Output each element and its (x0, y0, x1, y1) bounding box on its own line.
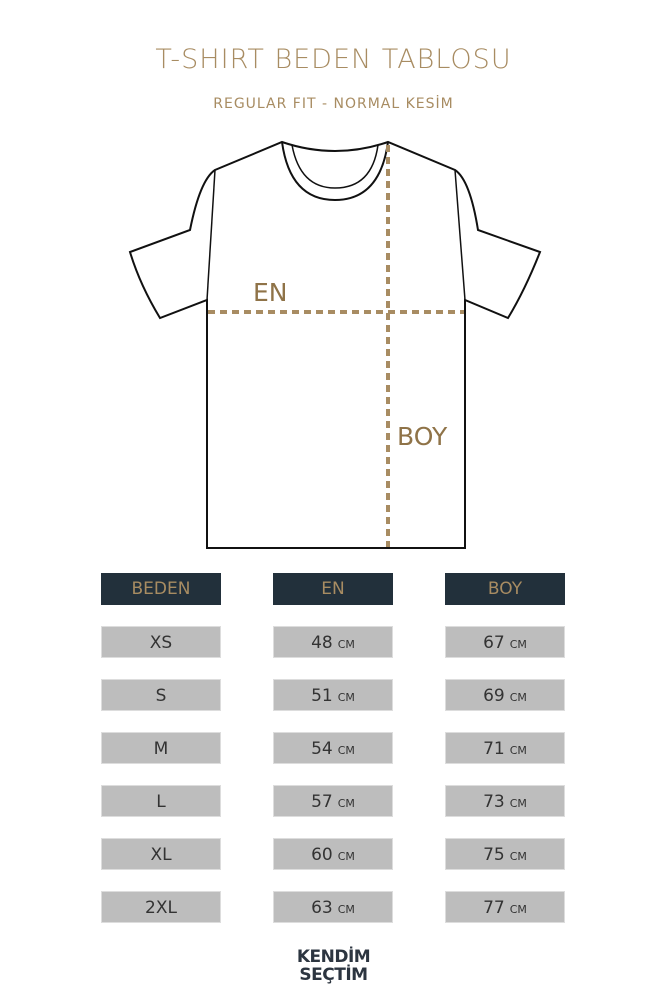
width-cell-value: 48 (311, 633, 333, 653)
length-cell-value: 67 (483, 633, 505, 653)
width-cell: 60 CM (273, 838, 393, 870)
size-cell: S (101, 679, 221, 711)
tshirt-outline (128, 140, 542, 549)
unit-label: CM (337, 850, 355, 863)
width-cell: 48 CM (273, 626, 393, 658)
size-cell-value: S (155, 686, 167, 706)
width-cell-value: 63 (311, 898, 333, 918)
size-cell: M (101, 732, 221, 764)
size-cell-value: XS (149, 633, 173, 653)
logo-line2: SEÇTİM (299, 965, 368, 985)
logo-line1: KENDİM (296, 947, 371, 967)
width-cell-value: 54 (311, 739, 333, 759)
collar-band (291, 144, 379, 189)
unit-label: CM (509, 744, 527, 757)
unit-label: CM (509, 850, 527, 863)
width-label: EN (253, 278, 288, 307)
unit-label: CM (337, 638, 355, 651)
size-cell-value: 2XL (145, 898, 177, 918)
size-cell: 2XL (101, 891, 221, 923)
collar-inner (281, 141, 389, 202)
length-cell: 77 CM (445, 891, 565, 923)
size-cell: XS (101, 626, 221, 658)
sleeve-seam-left (206, 169, 216, 301)
size-cell-value: XL (150, 845, 172, 865)
width-cell-value: 51 (311, 686, 333, 706)
unit-label: CM (337, 797, 355, 810)
length-cell: 73 CM (445, 785, 565, 817)
size-cell-value: M (153, 739, 169, 759)
unit-label: CM (337, 903, 355, 916)
length-cell-value: 75 (483, 845, 505, 865)
length-label: BOY (397, 422, 448, 451)
unit-label: CM (509, 903, 527, 916)
width-cell: 57 CM (273, 785, 393, 817)
length-cell: 69 CM (445, 679, 565, 711)
unit-label: CM (509, 638, 527, 651)
width-cell-value: 60 (311, 845, 333, 865)
width-cell-value: 57 (311, 792, 333, 812)
width-cell: 51 CM (273, 679, 393, 711)
length-cell-value: 73 (483, 792, 505, 812)
header-en: EN (273, 573, 393, 605)
length-cell: 75 CM (445, 838, 565, 870)
brand-logo: KENDİM SEÇTİM (0, 948, 667, 984)
length-cell-value: 71 (483, 739, 505, 759)
page-subtitle: REGULAR FIT - NORMAL KESİM (213, 96, 454, 112)
header-boy: BOY (445, 573, 565, 605)
width-cell: 54 CM (273, 732, 393, 764)
length-cell: 67 CM (445, 626, 565, 658)
header-beden: BEDEN (101, 573, 221, 605)
unit-label: CM (337, 691, 355, 704)
size-cell-value: L (156, 792, 166, 812)
length-cell-value: 77 (483, 898, 505, 918)
unit-label: CM (337, 744, 355, 757)
unit-label: CM (509, 797, 527, 810)
unit-label: CM (509, 691, 527, 704)
length-cell: 71 CM (445, 732, 565, 764)
size-cell: L (101, 785, 221, 817)
width-cell: 63 CM (273, 891, 393, 923)
tshirt-diagram (128, 140, 542, 549)
sleeve-seam-right (454, 169, 466, 301)
page-title: T-SHIRT BEDEN TABLOSU (155, 44, 512, 75)
size-cell: XL (101, 838, 221, 870)
length-cell-value: 69 (483, 686, 505, 706)
